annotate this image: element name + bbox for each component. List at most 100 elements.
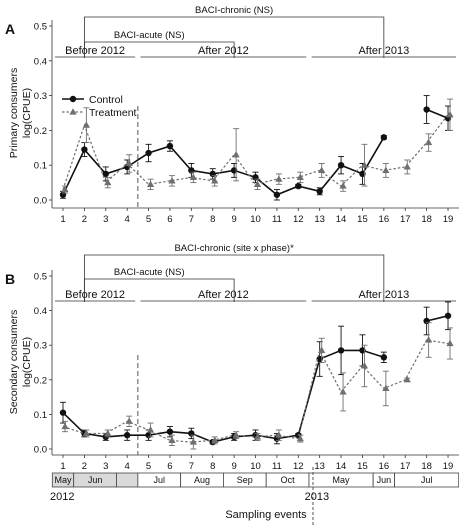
x-tick-label: 12 [293, 214, 304, 225]
legend-marker-control [69, 95, 77, 103]
x-tick-label: 17 [400, 461, 411, 472]
point-treatment [360, 362, 369, 369]
x-tick-label: 19 [443, 214, 454, 225]
point-treatment [82, 429, 90, 437]
x-tick-label: 5 [146, 461, 151, 472]
bracket-line [83, 254, 385, 302]
point-treatment [211, 436, 219, 443]
x-tick-label: 9 [231, 461, 236, 472]
point-treatment [275, 431, 283, 438]
point-treatment [403, 376, 411, 383]
y-tick-label: 0.4 [34, 56, 47, 67]
x-tick-label: 3 [103, 214, 108, 225]
bracket-label: BACI-chronic (NS) [195, 5, 273, 16]
bracket-line [83, 278, 235, 302]
x-tick-label: 10 [250, 214, 261, 225]
y-tick-label: 0.3 [34, 91, 47, 102]
point-treatment [275, 175, 283, 182]
point-treatment [446, 110, 454, 118]
bracket-label: BACI-acute (NS) [114, 267, 185, 278]
point-treatment [104, 429, 112, 437]
point-treatment [296, 434, 304, 442]
point-treatment [61, 185, 69, 193]
point-control [273, 191, 281, 198]
y-tick-label: 0.2 [34, 126, 47, 137]
point-control [337, 162, 345, 169]
month-cell [116, 472, 139, 488]
point-treatment [61, 422, 69, 430]
point-treatment [168, 177, 176, 184]
point-control [81, 146, 88, 153]
point-treatment [104, 178, 112, 186]
y-tick-label: 0.5 [34, 22, 47, 33]
x-axis-label: Sampling events [225, 509, 307, 521]
year-label: 2012 [50, 491, 74, 503]
point-treatment [125, 159, 133, 167]
phase-label: Before 2012 [65, 289, 125, 301]
y-axis-label-line1: Primary consumers [8, 68, 20, 158]
panel-a: A Primary consumers log(CPUE) 0.0 0.1 0.2 0.3 0… [5, 5, 459, 225]
y-tick-label: 0.0 [34, 196, 47, 207]
x-tick-label: 14 [336, 214, 347, 225]
x-tick-label: 8 [210, 461, 215, 472]
panel-label: A [5, 21, 15, 37]
month-label: Jun [88, 475, 103, 485]
y-tick-label: 0.1 [34, 410, 47, 421]
x-tick-label: 6 [167, 461, 172, 472]
bracket-line [83, 41, 235, 58]
point-control [380, 134, 388, 141]
bracket-line [83, 16, 385, 58]
month-label: Oct [281, 475, 296, 485]
x-tick-label: 13 [314, 461, 325, 472]
x-tick-label: 4 [125, 461, 130, 472]
bracket-label: BACI-chronic (site x phase)* [174, 243, 294, 254]
y-tick-label: 0.5 [34, 272, 47, 283]
point-control [123, 431, 131, 439]
month-label: Jul [421, 475, 433, 485]
point-treatment [168, 436, 176, 443]
point-treatment [146, 180, 155, 187]
month-label: Sep [237, 475, 253, 485]
point-treatment [382, 166, 390, 174]
point-treatment [425, 138, 433, 146]
point-control [166, 142, 174, 150]
point-treatment [339, 182, 347, 189]
point-treatment [189, 438, 197, 445]
y-tick-label: 0.2 [34, 375, 47, 386]
x-tick-label: 9 [231, 214, 236, 225]
series-line-control [426, 315, 449, 322]
point-treatment [318, 166, 326, 174]
legend-label-control: Control [89, 94, 123, 106]
point-control [166, 428, 174, 435]
x-tick-label: 11 [272, 214, 282, 225]
series-line-control [62, 136, 385, 196]
month-label: May [333, 475, 351, 485]
x-tick-label: 4 [125, 214, 130, 225]
x-tick-label: 17 [400, 214, 411, 225]
point-treatment [232, 150, 240, 158]
point-treatment [403, 163, 411, 170]
point-control [423, 106, 430, 113]
x-tick-label: 16 [379, 214, 390, 225]
point-control [337, 347, 345, 354]
x-tick-label: 2 [82, 461, 87, 472]
year-label: 2013 [305, 491, 329, 503]
phase-label: Before 2012 [65, 45, 125, 57]
point-treatment [253, 180, 262, 187]
point-control [295, 182, 302, 190]
point-treatment [296, 173, 304, 180]
x-tick-label: 7 [189, 461, 194, 472]
series-line-control [62, 349, 385, 443]
point-control [444, 312, 452, 319]
x-tick-label: 15 [357, 214, 368, 225]
month-label: Jul [153, 475, 165, 485]
point-control [380, 354, 388, 361]
point-control [59, 409, 67, 416]
x-tick-label: 2 [82, 214, 87, 225]
x-tick-label: 15 [357, 461, 368, 472]
point-control [145, 149, 152, 157]
point-treatment [232, 431, 240, 438]
x-tick-label: 18 [421, 214, 432, 225]
point-treatment [189, 173, 197, 180]
